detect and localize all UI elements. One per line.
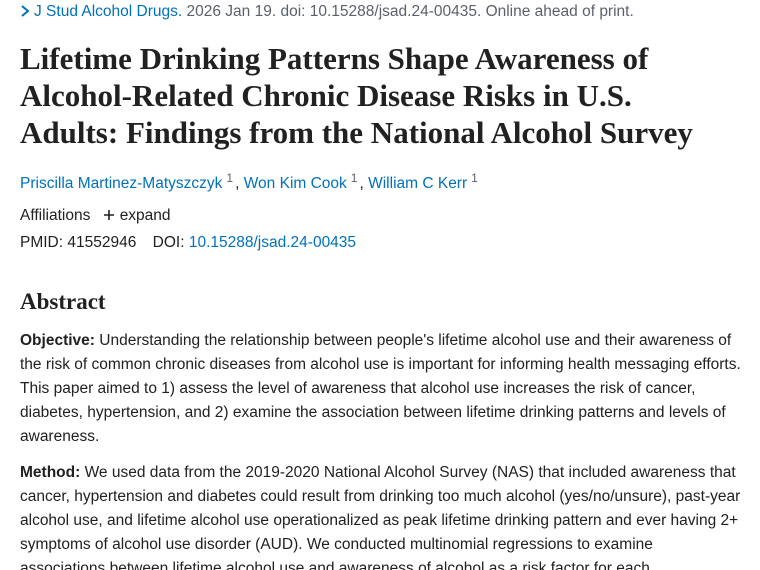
author-link[interactable]: Priscilla Martinez-Matyszczyk	[20, 175, 223, 193]
section-text: Understanding the relationship between p…	[20, 332, 741, 445]
doi-label: DOI:	[152, 234, 185, 251]
affiliation-ref[interactable]: 1	[471, 171, 478, 185]
affiliation-ref[interactable]: 1	[350, 171, 358, 185]
identifiers: PMID: 41552946 DOI: 10.15288/jsad.24-004…	[20, 234, 356, 252]
author-link[interactable]: William C Kerr	[368, 175, 468, 193]
author-separator: ,	[235, 175, 240, 193]
affiliations: Affiliations expand	[20, 207, 171, 225]
abstract-section: Method: We used data from the 2019-2020 …	[20, 461, 742, 570]
pmid-label: PMID:	[20, 234, 64, 251]
affiliation-ref[interactable]: 1	[226, 171, 234, 185]
author-link[interactable]: Won Kim Cook	[243, 175, 347, 193]
abstract-section: Objective: Understanding the relationshi…	[20, 329, 742, 449]
abstract-heading: Abstract	[20, 289, 106, 314]
section-label: Method:	[20, 464, 81, 481]
doi-link[interactable]: 10.15288/jsad.24-00435	[188, 234, 357, 251]
journal-link[interactable]: J Stud Alcohol Drugs.	[34, 3, 183, 20]
chevron-icon	[21, 5, 30, 17]
pmid: 41552946	[67, 234, 137, 251]
expand-label: expand	[119, 207, 171, 224]
abstract: Objective: Understanding the relationshi…	[20, 329, 742, 570]
citation: J Stud Alcohol Drugs. 2026 Jan 19. doi: …	[20, 3, 634, 21]
author-separator: ,	[359, 175, 364, 193]
author-list: Priscilla Martinez-Matyszczyk 1, Won Kim …	[20, 171, 480, 193]
section-text: We used data from the 2019-2020 National…	[20, 464, 741, 570]
affiliations-label: Affiliations	[20, 207, 91, 224]
citation-details: 2026 Jan 19. doi: 10.15288/jsad.24-00435…	[186, 3, 634, 20]
plus-icon	[103, 210, 114, 220]
expand-button[interactable]: expand	[103, 207, 171, 224]
article-title: Lifetime Drinking Patterns Shape Awarene…	[20, 41, 693, 150]
section-label: Objective:	[20, 332, 95, 349]
